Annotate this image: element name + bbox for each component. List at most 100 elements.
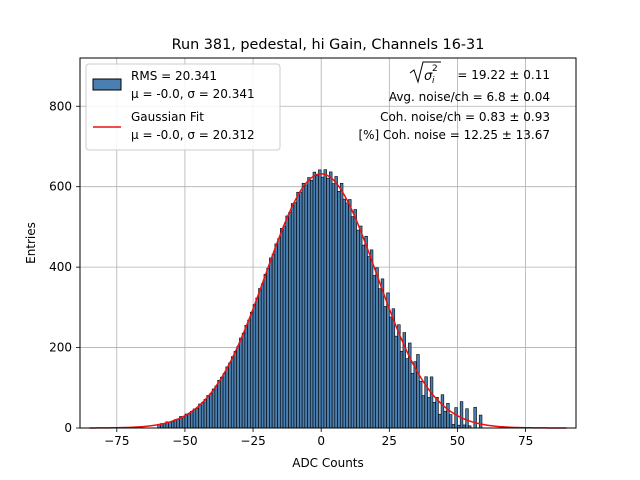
histogram-bar	[318, 169, 322, 429]
histogram-bar	[418, 380, 423, 429]
histogram-bar	[241, 332, 246, 429]
histogram-bar	[435, 397, 439, 429]
histogram-bar	[350, 216, 355, 429]
histogram-bar	[427, 397, 431, 429]
x-tick-label: −50	[172, 434, 197, 448]
histogram-bar	[290, 203, 295, 429]
histogram-bar	[372, 275, 376, 429]
histogram-bar	[394, 335, 398, 429]
legend-label-fit: Gaussian Fit	[131, 110, 204, 124]
histogram-bar	[386, 292, 390, 429]
histogram-bar	[353, 209, 357, 429]
histogram-bar	[209, 393, 213, 429]
x-tick-label: 50	[450, 434, 465, 448]
histogram-bar	[348, 199, 352, 429]
sqrt-sigma-symbol: σ i 2	[409, 61, 441, 86]
histogram-bar	[211, 388, 216, 429]
histogram-bar	[250, 311, 254, 429]
legend: RMS = 20.341 μ = -0.0, σ = 20.341 Gaussi…	[85, 63, 281, 151]
histogram-bar	[361, 244, 366, 429]
histogram-bar	[448, 414, 453, 429]
histogram-bar	[214, 385, 218, 429]
histogram-bar	[478, 414, 483, 429]
histogram-bar	[383, 306, 387, 429]
histogram-bar	[451, 424, 456, 429]
annotation-sigma: σ i 2 = 19.22 ± 0.11	[409, 61, 550, 86]
histogram-bar	[339, 182, 344, 429]
histogram-bar	[288, 212, 292, 429]
histogram-bar	[410, 373, 415, 429]
annotation-sigma-value: = 19.22 ± 0.11	[457, 68, 550, 82]
histogram-bar	[345, 202, 349, 429]
histogram-bar	[323, 169, 327, 429]
histogram-bar	[312, 171, 317, 429]
svg-text:i: i	[432, 76, 435, 86]
histogram-bar	[280, 228, 284, 429]
histogram-bar	[342, 198, 347, 429]
histogram-bar	[198, 403, 202, 429]
histogram-bar	[206, 395, 210, 429]
histogram-bar	[190, 411, 194, 429]
histogram-bar	[307, 177, 311, 429]
histogram-bar	[269, 257, 273, 429]
chart-title: Run 381, pedestal, hi Gain, Channels 16-…	[172, 37, 485, 53]
histogram-bar	[465, 408, 469, 429]
x-tick-label: 75	[518, 434, 533, 448]
histogram-bar	[429, 376, 434, 429]
histogram-bar	[432, 402, 436, 429]
histogram-bar	[187, 413, 191, 429]
histogram-bar	[309, 180, 314, 429]
histogram-bar	[233, 351, 238, 429]
histogram-bar	[301, 182, 306, 429]
histogram-bar	[274, 243, 278, 429]
histogram-bar	[217, 380, 221, 429]
histogram-bar	[405, 358, 409, 429]
histogram-bar	[438, 413, 442, 429]
histogram-bar	[230, 356, 235, 429]
histogram-bar	[459, 401, 464, 429]
histogram-bar	[181, 416, 186, 429]
legend-label-fit-params: μ = -0.0, σ = 20.312	[131, 128, 255, 142]
y-tick-label: 600	[49, 180, 72, 194]
histogram-bar	[378, 288, 382, 429]
histogram-bar	[277, 238, 281, 429]
histogram-bar	[296, 191, 300, 429]
histogram-bar	[446, 403, 450, 429]
histogram-bar	[293, 202, 297, 429]
histogram-bar	[244, 324, 248, 429]
histogram-bar	[200, 402, 205, 429]
histogram-bar	[299, 191, 303, 429]
svg-text:2: 2	[432, 64, 438, 74]
histogram-bar	[380, 278, 385, 429]
histogram-bar	[176, 418, 180, 429]
x-tick-label: 25	[382, 434, 397, 448]
histogram-bar	[334, 176, 338, 429]
histogram-bar	[337, 191, 341, 429]
y-tick-label: 0	[64, 421, 72, 435]
histogram-bar	[364, 235, 368, 429]
histogram-bar	[304, 184, 308, 429]
histogram-bar	[170, 421, 175, 429]
y-axis-ticks: 0 200 400 600 800	[49, 99, 80, 435]
histogram-bar	[271, 253, 276, 429]
histogram-bar	[225, 366, 229, 429]
histogram-bar	[397, 324, 401, 429]
y-tick-label: 200	[49, 341, 72, 355]
histogram-bar	[195, 408, 199, 429]
histogram-bar	[320, 176, 325, 429]
legend-label-rms: RMS = 20.341	[131, 69, 217, 83]
histogram-bar	[367, 256, 371, 429]
histogram-bar	[416, 354, 420, 429]
legend-label-rms-params: μ = -0.0, σ = 20.341	[131, 87, 255, 101]
histogram-bar	[228, 362, 232, 429]
histogram-bar	[220, 376, 224, 429]
annotation-coh-percent: [%] Coh. noise = 12.25 ± 13.67	[358, 128, 550, 142]
histogram-bar	[331, 183, 336, 429]
svg-text:σ: σ	[424, 69, 433, 84]
histogram-bar	[421, 395, 426, 429]
y-tick-label: 800	[49, 99, 72, 113]
histogram-bar	[375, 267, 379, 429]
histogram-bar	[443, 410, 447, 429]
histogram-bar	[203, 399, 208, 429]
